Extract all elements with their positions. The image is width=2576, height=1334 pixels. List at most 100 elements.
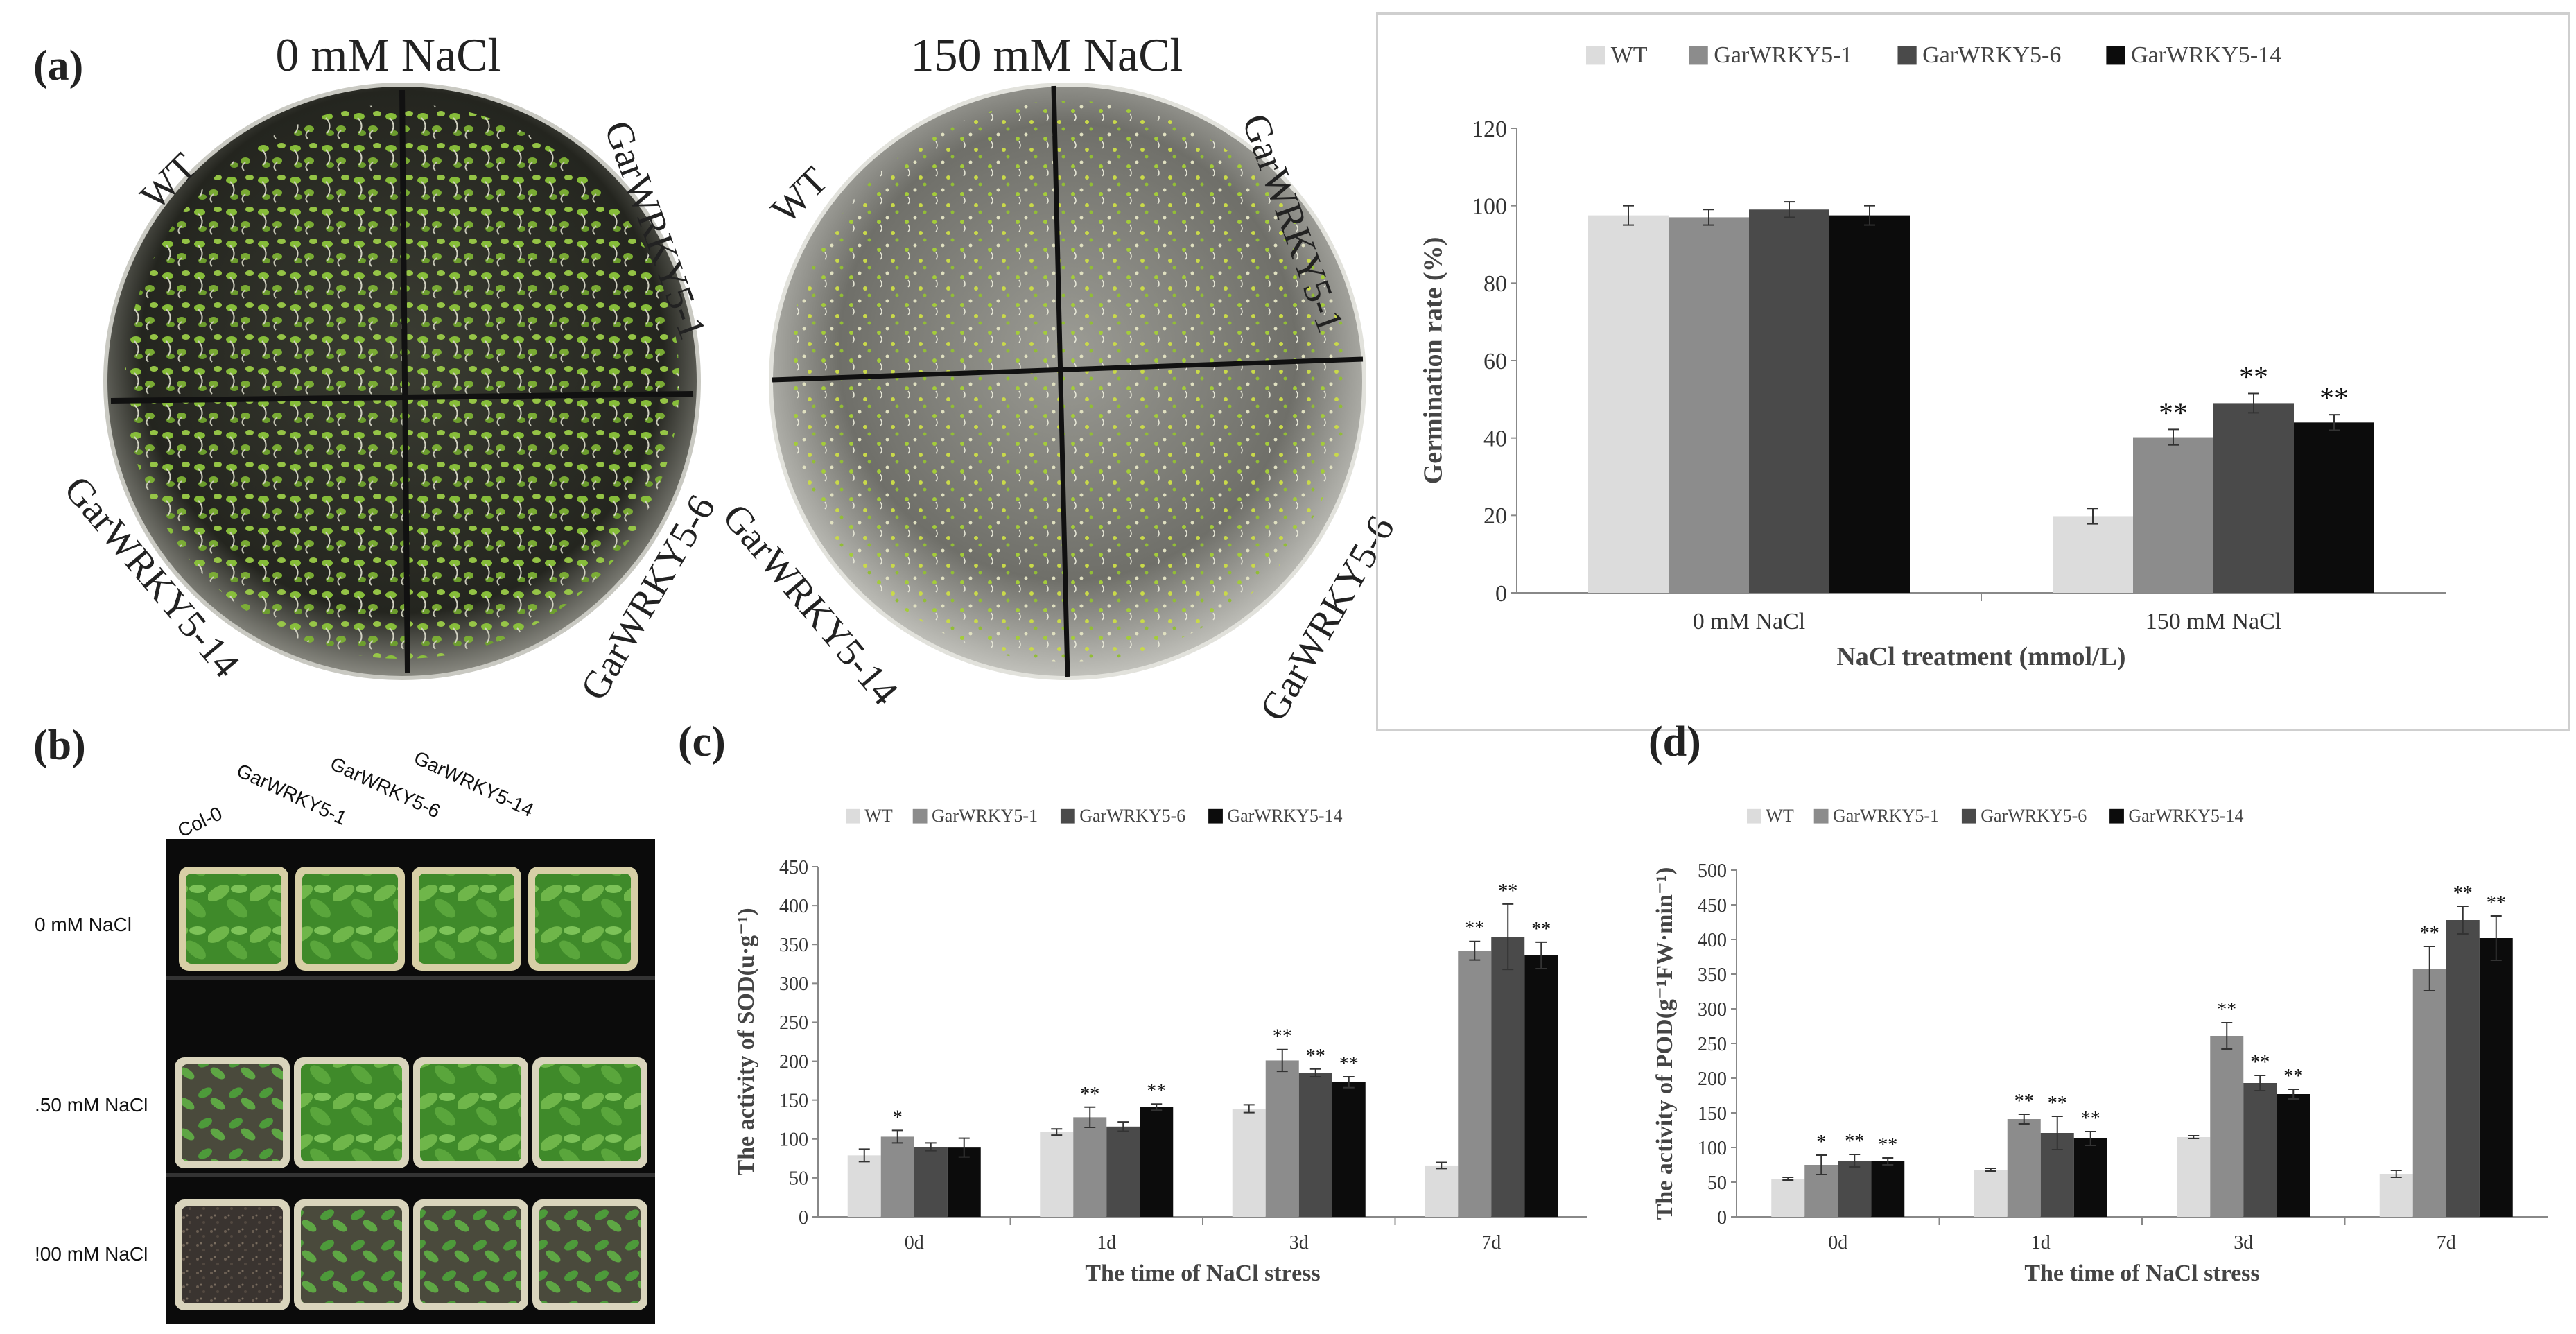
bar-a xyxy=(1829,215,1910,593)
bar-c xyxy=(880,1136,914,1217)
y-tick-label-d: 150 xyxy=(1698,1103,1727,1125)
row-label-150mm: .50 mM NaCl xyxy=(35,1094,148,1116)
significance-label-a: ** xyxy=(2159,397,2188,429)
significance-label-a: ** xyxy=(2320,383,2349,415)
significance-label-d: ** xyxy=(2250,1052,2270,1073)
bar-c xyxy=(914,1147,948,1217)
panel-label-a: (a) xyxy=(33,42,84,89)
x-axis-title-c: The time of NaCl stress xyxy=(1085,1261,1320,1286)
bar-d xyxy=(1974,1170,2008,1217)
y-tick-label-d: 500 xyxy=(1698,860,1727,882)
significance-label-a: ** xyxy=(2239,361,2268,393)
significance-label-c: * xyxy=(893,1107,903,1128)
x-category-label-d: 1d xyxy=(2031,1232,2051,1254)
bar-c xyxy=(1524,955,1558,1217)
y-tick-label-a: 100 xyxy=(1472,194,1507,220)
x-category-label-c: 1d xyxy=(1097,1232,1116,1254)
y-tick-label-d: 50 xyxy=(1707,1172,1727,1194)
legend-swatch-c xyxy=(1208,808,1223,824)
sod-activity-chart: 0 50 100 150 200 250 300 350 400 450 0d * 1d ** ** 3d **… xyxy=(733,806,1587,1286)
x-category-label-d: 3d xyxy=(2234,1232,2253,1254)
plate-title-0mm: 0 mM NaCl xyxy=(275,28,501,81)
legend-swatch-a xyxy=(1586,46,1605,65)
bar-d xyxy=(2210,1036,2244,1217)
bar-c xyxy=(947,1147,981,1217)
y-tick-label-c: 350 xyxy=(779,935,808,956)
significance-label-d: ** xyxy=(1878,1134,1897,1156)
bar-d xyxy=(2446,920,2480,1217)
bar-d xyxy=(2479,938,2513,1217)
legend-label-c: GarWRKY5-1 xyxy=(932,806,1038,826)
legend-label-a: WT xyxy=(1611,42,1648,68)
bar-d xyxy=(2243,1083,2277,1217)
legend-label-d: GarWRKY5-1 xyxy=(1833,806,1939,826)
y-tick-label-a: 40 xyxy=(1483,426,1507,452)
y-tick-label-a: 20 xyxy=(1483,503,1507,529)
y-tick-label-d: 100 xyxy=(1698,1138,1727,1159)
bar-d xyxy=(1838,1161,1872,1217)
legend-swatch-c xyxy=(846,808,860,824)
legend-label-d: GarWRKY5-14 xyxy=(2128,806,2243,826)
y-tick-label-d: 350 xyxy=(1698,964,1727,986)
y-axis-title-c: The activity of SOD(u·g⁻¹) xyxy=(733,908,759,1175)
bar-c xyxy=(847,1155,881,1217)
bar-a xyxy=(1669,217,1749,594)
legend-swatch-a xyxy=(1897,46,1917,65)
plate-photo-0mm xyxy=(103,83,701,680)
germination-chart-frame xyxy=(1376,12,2570,731)
significance-label-c: ** xyxy=(1498,881,1517,902)
significance-label-c: ** xyxy=(1147,1080,1166,1102)
bar-c xyxy=(1332,1082,1366,1217)
y-tick-label-a: 60 xyxy=(1483,349,1507,374)
legend-swatch-c xyxy=(912,808,928,824)
significance-label-d: ** xyxy=(2048,1093,2067,1114)
x-category-label-c: 7d xyxy=(1481,1232,1501,1254)
y-tick-label-a: 0 xyxy=(1495,581,1507,607)
significance-label-d: ** xyxy=(2014,1091,2034,1112)
row-label-200mm: !00 mM NaCl xyxy=(35,1243,148,1265)
y-tick-label-c: 100 xyxy=(779,1129,808,1151)
bar-c xyxy=(1265,1060,1299,1217)
bar-c xyxy=(1040,1132,1074,1217)
x-category-label-c: 3d xyxy=(1289,1232,1309,1254)
significance-label-d: ** xyxy=(2081,1108,2100,1129)
y-tick-label-d: 0 xyxy=(1717,1207,1727,1229)
legend-label-a: GarWRKY5-1 xyxy=(1714,42,1852,68)
significance-label-c: ** xyxy=(1339,1053,1359,1075)
legend-swatch-d xyxy=(1747,808,1761,824)
y-tick-label-c: 150 xyxy=(779,1090,808,1111)
bar-a xyxy=(2053,516,2133,593)
bar-a xyxy=(1749,209,1829,593)
bar-d xyxy=(2412,969,2446,1217)
bar-a xyxy=(2294,422,2374,593)
legend-swatch-d xyxy=(1813,808,1829,824)
significance-label-d: ** xyxy=(2283,1066,2303,1087)
legend-swatch-a xyxy=(2106,46,2125,65)
panel-label-b: (b) xyxy=(33,722,86,769)
y-tick-label-c: 0 xyxy=(799,1207,808,1229)
bar-c xyxy=(1458,951,1492,1217)
y-axis-title-d: The activity of POD(g⁻¹FW·min⁻¹) xyxy=(1652,867,1678,1220)
bar-d xyxy=(2277,1094,2310,1217)
y-tick-label-c: 450 xyxy=(779,857,808,878)
x-category-label-a: 0 mM NaCl xyxy=(1693,609,1805,634)
legend-label-d: WT xyxy=(1766,806,1794,826)
plate-title-150mm: 150 mM NaCl xyxy=(910,28,1183,81)
x-category-label-c: 0d xyxy=(905,1232,924,1254)
pot-plants-photo xyxy=(166,839,655,1324)
legend-swatch-d xyxy=(1961,808,1976,824)
significance-label-d: ** xyxy=(2217,999,2236,1021)
bar-d xyxy=(2073,1138,2107,1217)
legend-label-c: WT xyxy=(864,806,893,826)
bar-a xyxy=(2133,437,2213,593)
y-tick-label-c: 200 xyxy=(779,1051,808,1073)
bar-c xyxy=(1298,1073,1332,1217)
y-tick-label-c: 400 xyxy=(779,896,808,917)
y-tick-label-d: 400 xyxy=(1698,930,1727,951)
bar-c xyxy=(1106,1126,1140,1217)
significance-label-d: * xyxy=(1816,1132,1826,1153)
bar-a xyxy=(1588,215,1669,593)
y-tick-label-d: 250 xyxy=(1698,1034,1727,1055)
plate-photo-150mm xyxy=(769,83,1366,680)
